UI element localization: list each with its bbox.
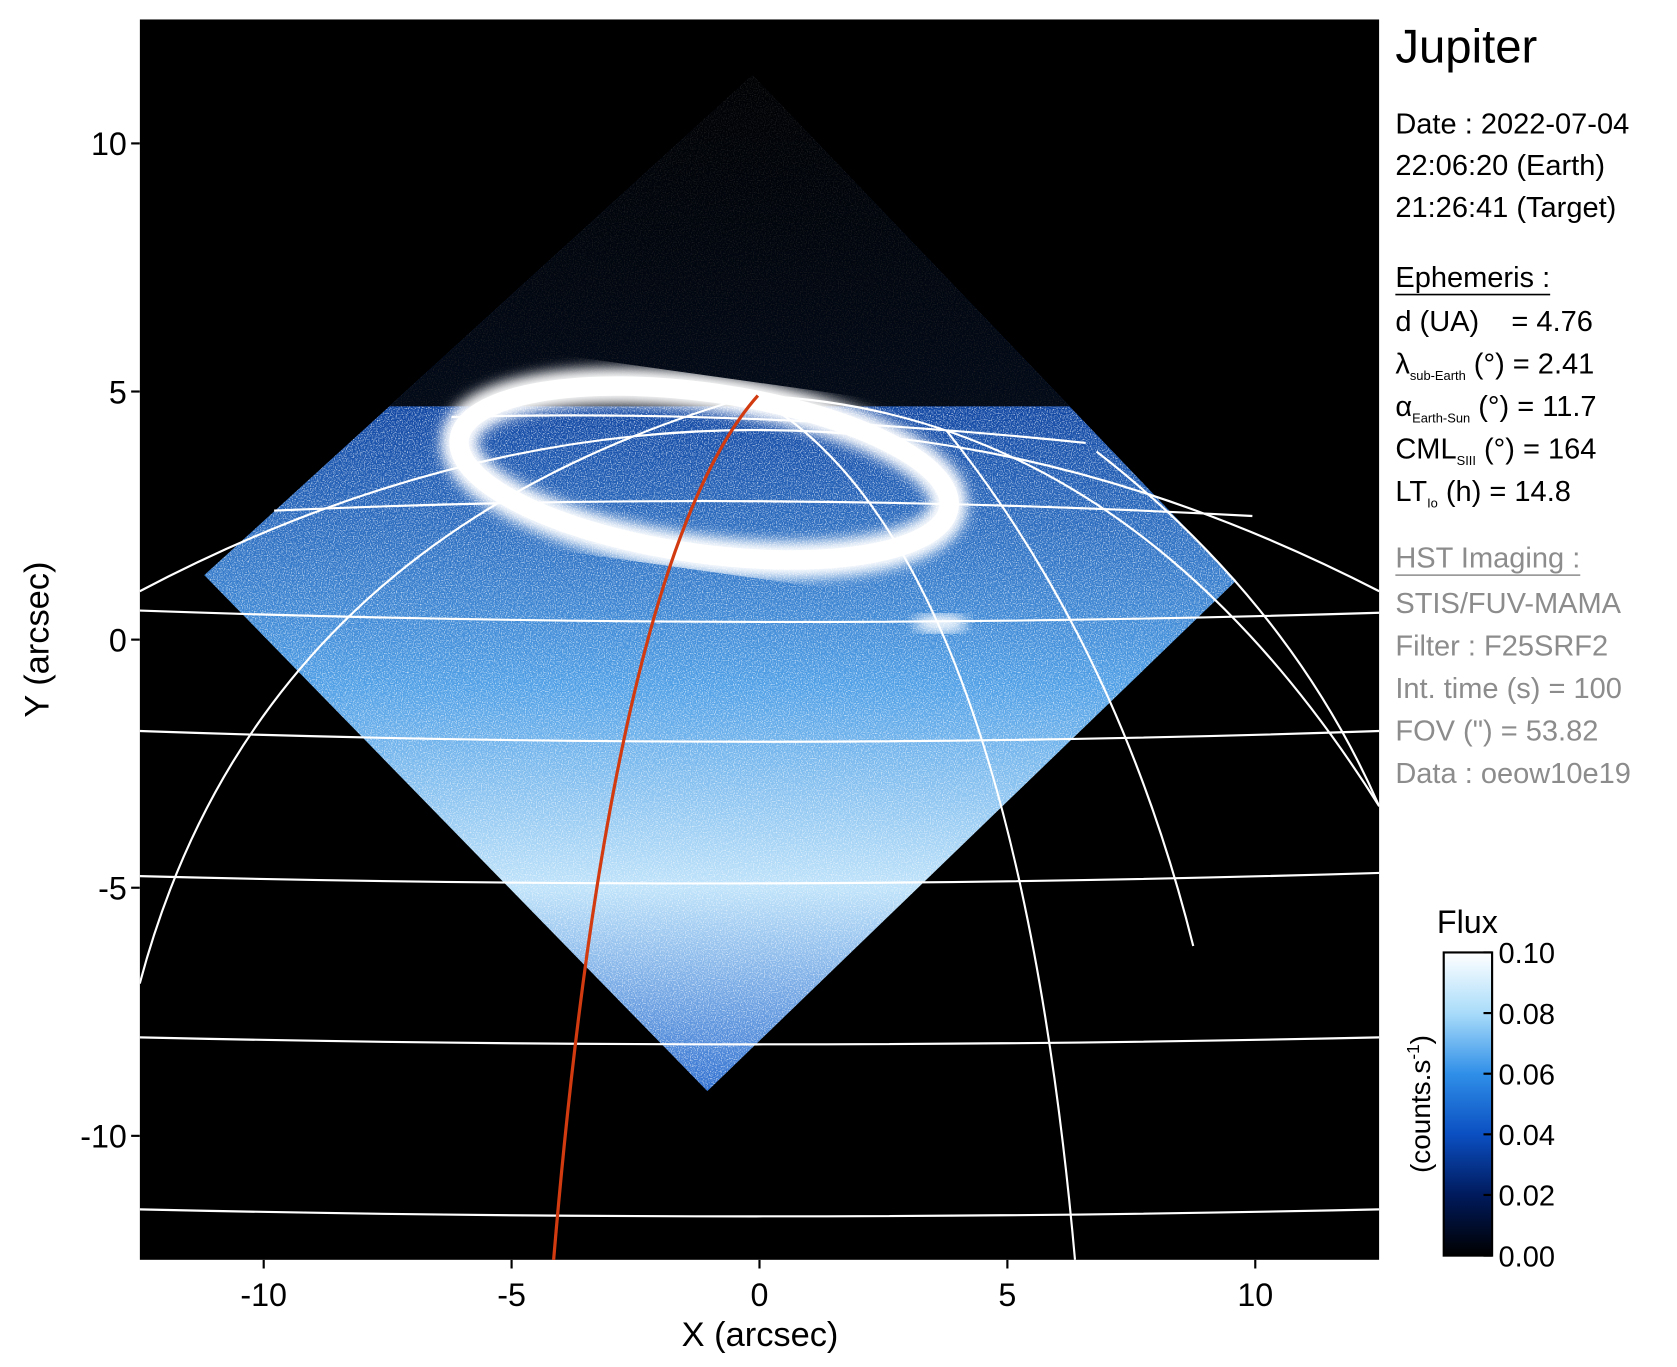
x-tick-label: -10 — [240, 1277, 287, 1313]
imaging-row: Filter : F25SRF2 — [1395, 630, 1608, 662]
date-line: Date : 2022-07-04 — [1395, 108, 1629, 140]
imaging-heading: HST Imaging : — [1395, 543, 1580, 575]
colorbar-title: Flux — [1437, 904, 1498, 940]
colorbar — [1442, 951, 1494, 1257]
text-part: (°) = 164 — [1476, 433, 1596, 465]
ephemeris-row: λsub-Earth (°) = 2.41 — [1395, 349, 1594, 383]
text-part: STIS/FUV-MAMA — [1395, 588, 1621, 620]
colorbar-label: (counts.s-1) — [1403, 1035, 1436, 1173]
image-layer — [139, 19, 1380, 1260]
y-axis-label: Y (arcsec) — [18, 562, 56, 718]
text-part: α — [1395, 391, 1412, 423]
auroral-spot — [913, 614, 968, 633]
text-part: (counts.s — [1405, 1060, 1436, 1173]
text-part: Int. time (s) = 100 — [1395, 673, 1622, 705]
text-part: Earth-Sun — [1412, 410, 1470, 425]
colorbar-tick-label: 0.10 — [1499, 938, 1555, 970]
colorbar-tick-label: 0.00 — [1499, 1241, 1555, 1273]
text-part: Date : 2022-07-04 — [1395, 108, 1629, 140]
y-tick-label: 5 — [109, 374, 127, 410]
text-part: d (UA) = 4.76 — [1395, 306, 1593, 338]
x-tick-label: 5 — [998, 1277, 1016, 1313]
ephemeris-row: d (UA) = 4.76 — [1395, 306, 1593, 338]
y-tick-label: -10 — [80, 1119, 127, 1155]
ephemeris-row: αEarth-Sun (°) = 11.7 — [1395, 391, 1596, 425]
x-axis-label: X (arcsec) — [682, 1316, 839, 1354]
text-part: CML — [1395, 433, 1456, 465]
imaging-row: Int. time (s) = 100 — [1395, 673, 1622, 705]
text-part: -1 — [1403, 1044, 1423, 1059]
text-part: Data : oeow10e19 — [1395, 758, 1631, 790]
figure-body: Jupiter X (arcsec) Y (arcsec) Flux -10 -5… — [18, 19, 1631, 1354]
imaging-row: Data : oeow10e19 — [1395, 758, 1631, 790]
ephemeris-row: CMLSIII (°) = 164 — [1395, 433, 1596, 467]
colorbar-tick-label: 0.04 — [1499, 1120, 1555, 1152]
text-part: Io — [1427, 495, 1438, 510]
imaging-row: STIS/FUV-MAMA — [1395, 588, 1621, 620]
text-part: sub-Earth — [1410, 368, 1466, 383]
text-part: λ — [1395, 349, 1410, 381]
y-tick-label: -5 — [98, 871, 127, 907]
x-tick-label: 10 — [1237, 1277, 1273, 1313]
text-part: (h) = 14.8 — [1438, 476, 1571, 508]
date-line: 21:26:41 (Target) — [1395, 192, 1616, 224]
text-part: (°) = 11.7 — [1470, 391, 1596, 423]
x-tick-label: 0 — [751, 1277, 769, 1313]
colorbar-tick-label: 0.08 — [1499, 999, 1555, 1031]
colorbar-tick-label: 0.06 — [1499, 1059, 1555, 1091]
text-part: (°) = 2.41 — [1466, 349, 1595, 381]
planet-grid — [139, 394, 1380, 1260]
colorbar-tick-label: 0.02 — [1499, 1181, 1555, 1213]
ephemeris-row: LTIo (h) = 14.8 — [1395, 476, 1571, 510]
y-tick-label: 0 — [109, 622, 127, 658]
x-tick-label: -5 — [497, 1277, 526, 1313]
text-part: ) — [1405, 1035, 1436, 1044]
text-part: FOV (") = 53.82 — [1395, 715, 1598, 747]
text-part: Ephemeris : — [1395, 262, 1550, 294]
y-tick-label: 10 — [91, 126, 127, 162]
chart-title: Jupiter — [1395, 20, 1537, 73]
ephemeris-heading: Ephemeris : — [1395, 262, 1550, 294]
text-part: LT — [1395, 476, 1427, 508]
auroral-oval-core — [449, 376, 959, 570]
text-part: HST Imaging : — [1395, 543, 1580, 575]
text-part: 22:06:20 (Earth) — [1395, 150, 1605, 182]
imaging-row: FOV (") = 53.82 — [1395, 715, 1598, 747]
central-meridian — [552, 394, 760, 1260]
text-part: 21:26:41 (Target) — [1395, 192, 1616, 224]
date-line: 22:06:20 (Earth) — [1395, 150, 1605, 182]
text-part: SIII — [1457, 453, 1476, 468]
text-part: Filter : F25SRF2 — [1395, 630, 1608, 662]
